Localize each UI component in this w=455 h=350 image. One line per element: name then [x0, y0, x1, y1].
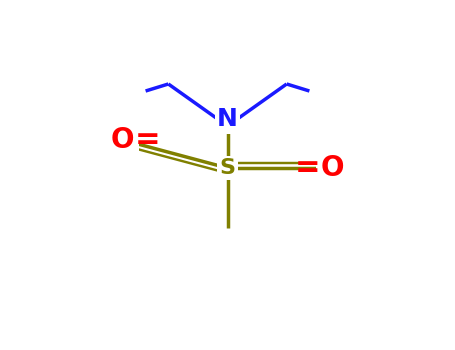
Text: =: = [294, 154, 320, 182]
Text: S: S [219, 158, 236, 178]
Text: =: = [135, 126, 161, 154]
Text: O: O [111, 126, 135, 154]
Text: N: N [217, 107, 238, 131]
Text: O: O [320, 154, 344, 182]
